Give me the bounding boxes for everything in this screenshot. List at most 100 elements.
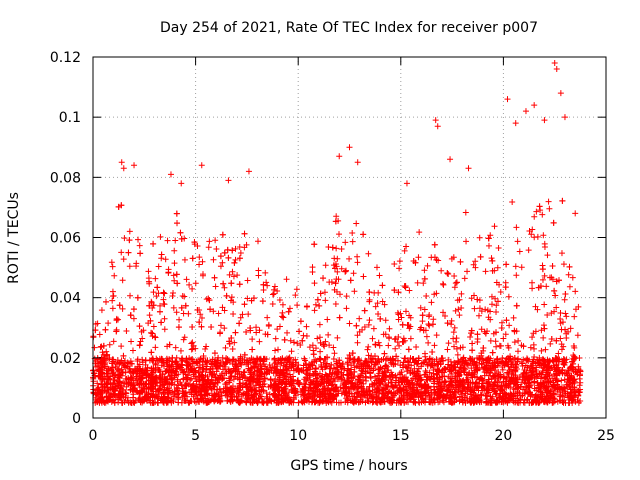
data-point: [489, 385, 496, 392]
data-point: [337, 399, 344, 406]
data-point: [233, 393, 240, 400]
data-point: [381, 398, 388, 405]
data-point: [275, 346, 282, 353]
data-point: [130, 399, 137, 406]
data-point: [364, 392, 371, 399]
data-point: [238, 397, 245, 404]
data-point: [558, 341, 565, 348]
data-point: [375, 289, 382, 296]
data-point: [572, 355, 579, 362]
data-point: [187, 366, 194, 373]
data-point: [448, 382, 455, 389]
data-point: [261, 375, 268, 382]
data-point: [400, 364, 407, 371]
data-point: [438, 355, 445, 362]
data-point: [158, 319, 165, 326]
data-point: [558, 377, 565, 384]
data-point: [347, 277, 354, 284]
data-point: [232, 358, 239, 365]
data-point: [370, 367, 377, 374]
data-point: [440, 281, 447, 288]
data-point: [567, 325, 574, 332]
data-point: [188, 375, 195, 382]
data-point: [381, 384, 388, 391]
data-point: [295, 399, 302, 406]
data-point: [321, 289, 328, 296]
data-point: [196, 356, 203, 363]
data-point: [228, 335, 235, 342]
data-point: [183, 382, 190, 389]
data-point: [161, 396, 168, 403]
data-point: [487, 399, 494, 406]
data-point: [92, 363, 99, 370]
data-point: [489, 301, 496, 308]
data-point: [248, 386, 255, 393]
data-point: [177, 229, 184, 236]
data-point: [478, 326, 485, 333]
data-point: [415, 254, 422, 261]
data-point: [275, 399, 282, 406]
data-point: [97, 381, 104, 388]
data-point: [388, 390, 395, 397]
data-point: [461, 392, 468, 399]
data-point: [564, 376, 571, 383]
data-point: [335, 276, 342, 283]
data-point: [336, 357, 343, 364]
data-point: [404, 358, 411, 365]
data-point: [126, 263, 133, 270]
data-point: [244, 277, 251, 284]
data-point: [476, 355, 483, 362]
data-point: [514, 358, 521, 365]
data-point: [518, 264, 525, 271]
data-point: [181, 368, 188, 375]
data-point: [537, 283, 544, 290]
data-point: [421, 306, 428, 313]
data-point: [451, 359, 458, 366]
data-point: [394, 309, 401, 316]
data-point: [221, 307, 228, 314]
data-point: [145, 377, 152, 384]
data-point: [307, 381, 314, 388]
data-point: [116, 371, 123, 378]
data-point: [376, 342, 383, 349]
data-point: [211, 350, 218, 357]
data-point: [525, 247, 532, 254]
data-point: [196, 261, 203, 268]
data-point: [120, 256, 127, 263]
data-point: [184, 393, 191, 400]
data-point: [199, 272, 206, 279]
data-point: [428, 299, 435, 306]
data-point: [245, 365, 252, 372]
data-point: [447, 378, 454, 385]
data-point: [286, 359, 293, 366]
data-point: [424, 362, 431, 369]
data-point: [487, 337, 494, 344]
data-point: [212, 391, 219, 398]
data-point: [310, 351, 317, 358]
data-point: [532, 303, 539, 310]
data-point: [232, 256, 239, 263]
data-point: [313, 397, 320, 404]
data-point: [499, 396, 506, 403]
data-point: [191, 367, 198, 374]
data-point: [140, 327, 147, 334]
data-point: [379, 387, 386, 394]
data-point: [323, 360, 330, 367]
data-point: [120, 352, 127, 359]
data-point: [150, 302, 157, 309]
data-point: [455, 358, 462, 365]
data-point: [262, 269, 269, 276]
data-point: [332, 218, 339, 225]
data-point: [365, 321, 372, 328]
data-point: [576, 372, 583, 379]
data-point: [527, 344, 534, 351]
data-point: [303, 333, 310, 340]
data-point: [292, 292, 299, 299]
data-point: [180, 310, 187, 317]
data-point: [531, 234, 538, 241]
data-point: [343, 267, 350, 274]
data-point: [402, 308, 409, 315]
data-point: [129, 368, 136, 375]
data-point: [116, 360, 123, 367]
data-point: [413, 361, 420, 368]
